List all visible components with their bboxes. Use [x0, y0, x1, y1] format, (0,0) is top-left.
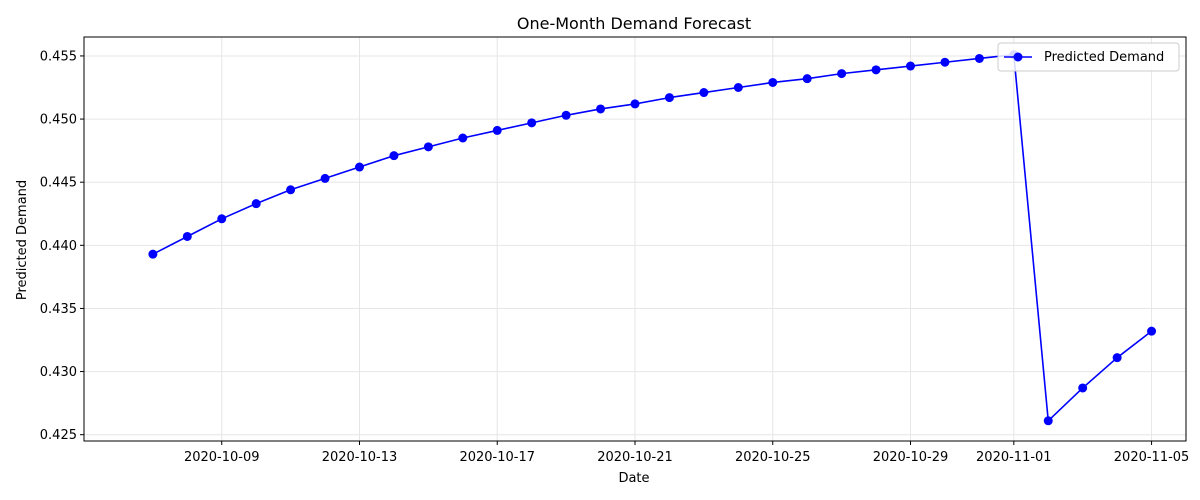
data-point: [940, 57, 950, 67]
legend-box: [997, 42, 1180, 72]
series-line: [152, 53, 1153, 422]
data-point: [733, 83, 743, 92]
data-point: [1147, 326, 1157, 336]
x-tick-label: 2020-10-13: [322, 450, 398, 465]
data-point: [561, 110, 571, 120]
y-tick-label: 0.430: [40, 365, 77, 380]
x-tick-label: 2020-10-29: [873, 450, 949, 465]
y-tick-label: 0.450: [40, 113, 77, 128]
x-axis-label: Date: [618, 471, 649, 486]
y-tick-label: 0.425: [40, 428, 77, 443]
y-tick-label: 0.440: [40, 239, 77, 254]
y-tick-label: 0.445: [40, 176, 77, 191]
data-point: [527, 118, 537, 128]
y-axis-label: Predicted Demand: [15, 180, 30, 300]
x-axis: 2020-10-09 2020-10-13 2020-10-17 2020-10-21…: [184, 441, 1189, 465]
legend-marker: [1013, 52, 1023, 62]
data-point: [837, 69, 847, 79]
data-point: [389, 151, 399, 161]
data-point: [699, 88, 709, 98]
chart-title: One-Month Demand Forecast: [517, 14, 751, 33]
data-point: [182, 231, 192, 241]
legend: Predicted Demand: [997, 42, 1180, 72]
series-predicted-demand: [148, 50, 1157, 426]
data-point: [906, 61, 915, 71]
y-axis: 0.425 0.430 0.435 0.440 0.445 0.450 0.455: [40, 49, 84, 443]
data-point: [871, 65, 881, 75]
data-point: [664, 93, 674, 103]
data-point: [630, 99, 640, 109]
x-tick-label: 2020-10-17: [459, 450, 535, 465]
data-point: [492, 125, 502, 135]
legend-label: Predicted Demand: [1044, 50, 1164, 65]
data-point: [320, 173, 330, 183]
x-tick-label: 2020-10-09: [184, 450, 260, 465]
x-tick-label: 2020-11-01: [976, 450, 1052, 465]
y-tick-label: 0.435: [40, 302, 77, 317]
data-point: [148, 249, 158, 259]
data-point: [974, 53, 984, 63]
data-point: [768, 77, 778, 87]
y-tick-label: 0.455: [40, 49, 77, 64]
data-point: [355, 162, 364, 172]
grid: [84, 37, 1186, 441]
data-point: [1043, 416, 1053, 426]
data-point: [217, 214, 227, 224]
data-point: [286, 185, 296, 195]
data-point: [458, 133, 468, 143]
data-point: [1112, 353, 1122, 363]
data-point: [423, 142, 433, 152]
x-tick-label: 2020-10-21: [597, 450, 673, 465]
data-point: [802, 74, 812, 84]
x-tick-label: 2020-11-05: [1114, 450, 1190, 465]
data-point: [1078, 383, 1088, 393]
data-point: [596, 104, 606, 114]
data-point: [251, 199, 261, 209]
x-tick-label: 2020-10-25: [735, 450, 811, 465]
